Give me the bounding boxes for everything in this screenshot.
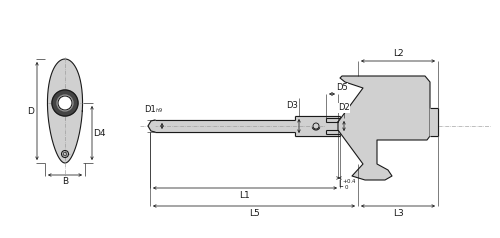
Circle shape [58, 96, 72, 110]
Text: L2: L2 [392, 50, 404, 59]
Polygon shape [148, 120, 155, 132]
Bar [295, 116, 340, 136]
Polygon shape [48, 59, 82, 163]
Bar [326, 118, 340, 134]
Circle shape [52, 90, 78, 116]
Text: D5: D5 [336, 84, 348, 93]
Bar [155, 120, 295, 132]
Text: D3: D3 [286, 101, 298, 110]
Text: D: D [28, 106, 34, 115]
Text: L$^{+0.4}_{\ 0}$: L$^{+0.4}_{\ 0}$ [338, 178, 356, 193]
Text: D1: D1 [144, 105, 156, 114]
Polygon shape [338, 76, 430, 180]
Circle shape [57, 95, 73, 111]
Text: $_{h9}$: $_{h9}$ [155, 106, 163, 115]
Text: L1: L1 [240, 190, 250, 199]
Text: D2: D2 [338, 104, 350, 113]
Text: B: B [62, 178, 68, 187]
Circle shape [313, 123, 319, 129]
Text: L3: L3 [392, 208, 404, 218]
Bar [430, 108, 438, 136]
Bar [326, 122, 338, 130]
Text: D4: D4 [93, 129, 105, 138]
Text: L5: L5 [248, 208, 260, 218]
